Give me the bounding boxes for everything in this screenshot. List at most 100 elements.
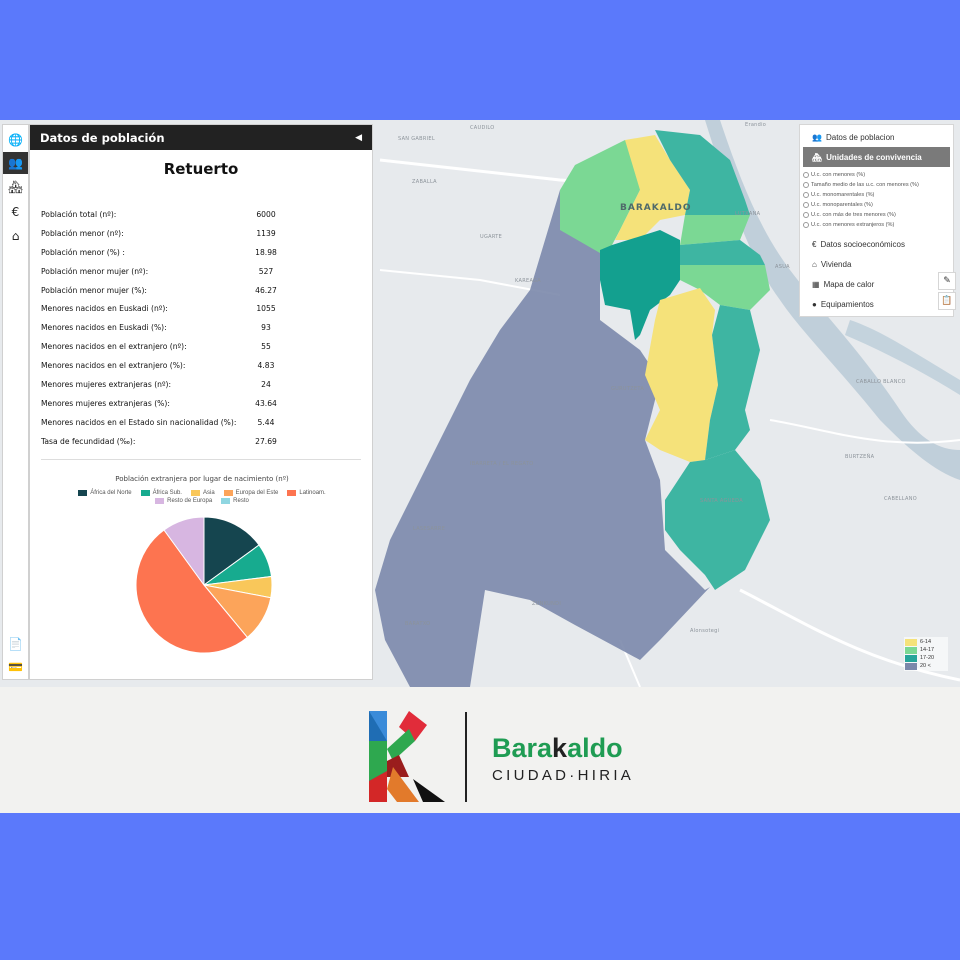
stats-table: Población total (nº): 6000 Población menor… bbox=[41, 205, 361, 451]
stat-row: Menores mujeres extranjeras (%): 43.64 bbox=[41, 394, 361, 413]
stat-label: Población menor (%) : bbox=[41, 247, 125, 257]
radio-button[interactable] bbox=[803, 192, 809, 198]
legend-label: África Sub. bbox=[152, 490, 182, 496]
legend-label: Resto bbox=[233, 498, 249, 504]
stat-label: Menores nacidos en el Estado sin naciona… bbox=[41, 417, 237, 427]
layer-label: Vivienda bbox=[820, 259, 852, 269]
svg-text:GURUTZETA: GURUTZETA bbox=[611, 386, 644, 392]
layer-equipamientos[interactable]: ● Equipamientos bbox=[800, 294, 953, 314]
map-legend-label: 14-17 bbox=[920, 647, 935, 653]
stat-value: 93 bbox=[261, 323, 271, 333]
svg-text:Erandio: Erandio bbox=[745, 122, 766, 128]
home-icon[interactable]: ⌂ bbox=[11, 229, 20, 243]
map-legend-label: 17-20 bbox=[920, 655, 935, 661]
layer-sub-option[interactable]: U.c. con menores (%) bbox=[800, 170, 953, 180]
svg-text:SANTA AGUEDA: SANTA AGUEDA bbox=[700, 498, 743, 504]
svg-text:ZUNKUNDI: ZUNKUNDI bbox=[532, 601, 561, 607]
legend-swatch bbox=[223, 490, 233, 496]
radio-button[interactable] bbox=[803, 222, 809, 228]
legend-swatch bbox=[78, 490, 88, 496]
stat-value: 27.69 bbox=[255, 436, 277, 446]
radio-button[interactable] bbox=[803, 182, 809, 188]
legend-item[interactable]: Latinoam. bbox=[287, 490, 326, 496]
panel-header: Datos de población ◀ bbox=[30, 125, 372, 150]
stat-row: Menores nacidos en Euskadi (%): 93 bbox=[41, 318, 361, 337]
stat-label: Población menor mujer (%): bbox=[41, 285, 147, 295]
export-icon[interactable]: 📋 bbox=[938, 292, 956, 310]
stat-value: 24 bbox=[261, 379, 271, 389]
radio-button[interactable] bbox=[803, 202, 809, 208]
legend-item[interactable]: Resto de Europa bbox=[155, 498, 212, 504]
stat-value: 4.83 bbox=[257, 361, 275, 371]
map-icon: ▦ bbox=[812, 279, 820, 289]
svg-text:ASUA: ASUA bbox=[775, 264, 790, 270]
sub-option-label: U.c. con menores (%) bbox=[811, 172, 866, 178]
legend-item[interactable]: Asia bbox=[190, 490, 215, 496]
logo-divider bbox=[465, 712, 467, 802]
svg-text:BARATXO: BARATXO bbox=[405, 621, 430, 627]
stat-value: 1055 bbox=[256, 304, 276, 314]
legend-label: África del Norte bbox=[90, 490, 132, 496]
legend-label: Asia bbox=[202, 490, 215, 496]
layer-datos-socioeconomicos[interactable]: € Datos socioeconómicos bbox=[800, 234, 953, 254]
legend-swatch bbox=[287, 490, 297, 496]
sub-option-label: U.c. con más de tres menores (%) bbox=[811, 212, 896, 218]
layer-datos-poblacion[interactable]: 👥 Datos de poblacion bbox=[800, 127, 953, 147]
radio-button[interactable] bbox=[803, 212, 809, 218]
chart-legend: África del Norte África Sub. Asia Europa de… bbox=[41, 490, 363, 504]
stat-row: Población total (nº): 6000 bbox=[41, 205, 361, 224]
pie-slice-5[interactable] bbox=[163, 516, 205, 587]
layer-sub-option[interactable]: U.c. monomarentales (%) bbox=[800, 190, 953, 200]
euro-icon[interactable]: € bbox=[11, 205, 20, 219]
legend-swatch bbox=[140, 490, 150, 496]
map-legend-label: 6-14 bbox=[920, 639, 932, 645]
stat-row: Población menor mujer (nº): 527 bbox=[41, 262, 361, 281]
stat-value: 46.27 bbox=[255, 285, 277, 295]
globe-icon[interactable]: 🌐 bbox=[8, 133, 23, 147]
legend-item[interactable]: Europa del Este bbox=[223, 490, 278, 496]
sub-option-label: U.c. monomarentales (%) bbox=[811, 192, 875, 198]
draw-icon[interactable]: ✎ bbox=[938, 272, 956, 290]
collapse-left-icon[interactable]: ◀ bbox=[355, 132, 362, 143]
legend-item[interactable]: África del Norte bbox=[78, 490, 132, 496]
stat-row: Población menor (nº): 1139 bbox=[41, 224, 361, 243]
layer-sub-option[interactable]: U.c. monoparentales (%) bbox=[800, 200, 953, 210]
left-toolbar: 🌐 👥 🏘 € ⌂ 📄 💳 bbox=[2, 124, 29, 680]
layer-sub-option[interactable]: U.c. con más de tres menores (%) bbox=[800, 210, 953, 220]
layer-unidades-convivencia[interactable]: 🏘 Unidades de convivencia bbox=[803, 147, 950, 167]
layer-vivienda[interactable]: ⌂ Vivienda bbox=[800, 254, 953, 274]
layer-sub-options: U.c. con menores (%) Tamaño medio de las … bbox=[800, 167, 953, 234]
house-group-icon[interactable]: 🏘 bbox=[7, 180, 24, 194]
layer-sub-option[interactable]: Tamaño medio de las u.c. con menores (%) bbox=[800, 180, 953, 190]
document-icon[interactable]: 📄 bbox=[8, 637, 23, 651]
svg-text:UGARTE: UGARTE bbox=[480, 234, 502, 240]
svg-text:LASESARRE: LASESARRE bbox=[413, 526, 445, 532]
pie-slice-0[interactable] bbox=[203, 516, 260, 586]
stat-label: Tasa de fecundidad (‰): bbox=[41, 436, 136, 446]
population-panel: Datos de población ◀ Retuerto Población … bbox=[29, 124, 373, 680]
layer-mapa-calor[interactable]: ▦ Mapa de calor bbox=[800, 274, 953, 294]
euro-icon: € bbox=[812, 239, 817, 249]
legend-item[interactable]: África Sub. bbox=[140, 490, 182, 496]
id-card-icon[interactable]: 💳 bbox=[8, 660, 23, 674]
layer-label: Unidades de convivencia bbox=[826, 152, 922, 162]
barakaldo-logo bbox=[369, 711, 445, 802]
users-icon[interactable]: 👥 bbox=[3, 152, 28, 174]
map-legend-swatch bbox=[905, 646, 917, 654]
layer-sub-option[interactable]: U.c. con menores extranjeros (%) bbox=[800, 220, 953, 230]
stat-label: Población menor mujer (nº): bbox=[41, 266, 149, 276]
map-legend-label: 20 < bbox=[920, 663, 931, 669]
foreign-population-chart: Población extranjera por lugar de nacimi… bbox=[41, 475, 363, 665]
legend-item[interactable]: Resto bbox=[221, 498, 249, 504]
layer-label: Mapa de calor bbox=[823, 279, 875, 289]
stat-row: Menores nacidos en el extranjero (%): 4.8… bbox=[41, 356, 361, 375]
stat-row: Población menor (%) : 18.98 bbox=[41, 243, 361, 262]
radio-button[interactable] bbox=[803, 172, 809, 178]
pie-slice-4[interactable] bbox=[135, 529, 249, 654]
map-legend: 6-14 14-17 17-20 20 < bbox=[904, 637, 948, 671]
stat-label: Menores nacidos en el extranjero (%): bbox=[41, 361, 186, 371]
divider bbox=[41, 459, 361, 460]
stat-label: Población total (nº): bbox=[41, 209, 117, 219]
users-icon: 👥 bbox=[812, 132, 822, 142]
svg-text:CABALLO BLANCO: CABALLO BLANCO bbox=[856, 379, 906, 385]
